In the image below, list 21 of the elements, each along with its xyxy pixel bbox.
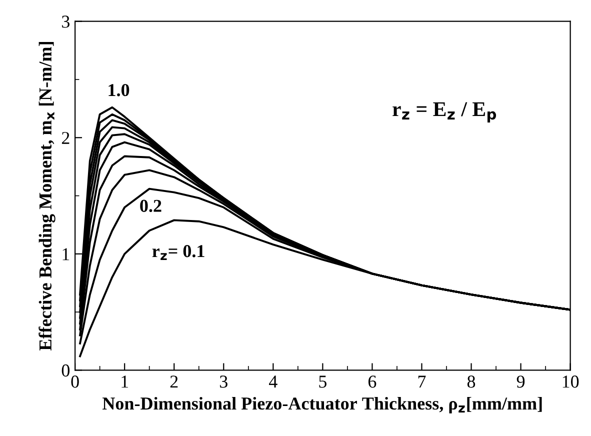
x-tick-label: 2 bbox=[170, 376, 178, 388]
x-tick-label: 9 bbox=[516, 376, 525, 388]
annotation: 0.2 bbox=[140, 200, 162, 212]
y-tick-label: 1 bbox=[62, 248, 70, 260]
x-tick-label: 6 bbox=[368, 376, 376, 388]
annotation: r$_{z}$ = E$_{z}$ / E$_{p}$ bbox=[392, 102, 496, 122]
x-tick-label: 3 bbox=[220, 376, 228, 388]
annotation: r$_{z}$= 0.1 bbox=[152, 245, 204, 260]
x-tick-label: 8 bbox=[467, 376, 476, 388]
x-axis-title: Non-Dimensional Piezo-Actuator Thickness, ρ$_{z}$[mm/mm] bbox=[102, 396, 542, 414]
y-tick-label: 0 bbox=[62, 364, 70, 377]
y-tick-label: 2 bbox=[62, 132, 70, 144]
x-tick-label: 4 bbox=[269, 376, 278, 388]
y-axis-title: Effective Bending Moment, m$_{x}$ [N-m/m] bbox=[38, 42, 56, 351]
y-tick-label: 3 bbox=[62, 16, 70, 28]
x-tick-label: 10 bbox=[562, 376, 579, 388]
x-tick-label: 5 bbox=[319, 376, 326, 388]
x-tick-label: 0 bbox=[71, 376, 79, 388]
x-tick-label: 7 bbox=[418, 376, 426, 388]
x-tick-label: 1 bbox=[122, 376, 128, 388]
annotation: 1.0 bbox=[108, 84, 130, 96]
